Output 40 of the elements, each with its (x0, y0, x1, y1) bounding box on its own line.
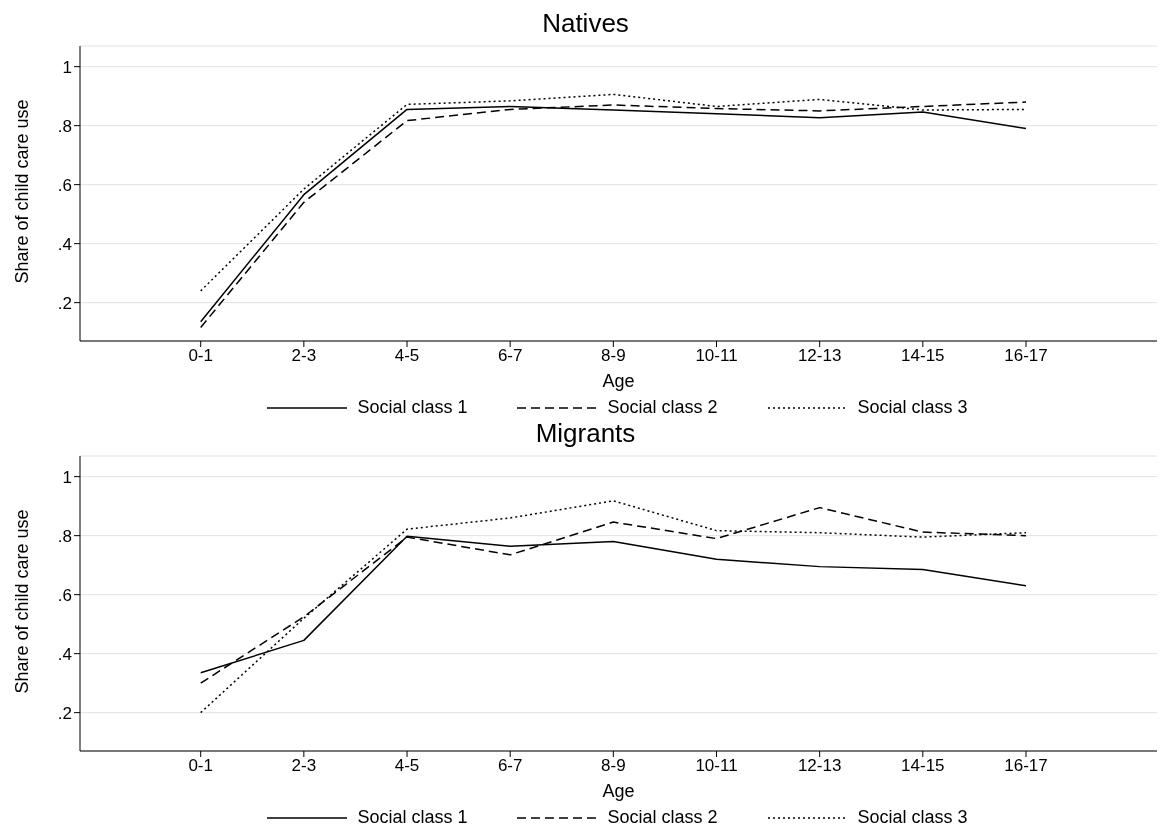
y-tick-label: .8 (57, 526, 72, 546)
x-tick-label: 8-9 (601, 756, 626, 776)
y-tick-label: .4 (57, 644, 72, 664)
y-tick-label: .8 (57, 116, 72, 136)
x-tick-label: 16-17 (1004, 346, 1048, 366)
x-tick-label: 10-11 (695, 346, 738, 366)
x-tick-label: 14-15 (901, 756, 945, 776)
x-tick-label: 6-7 (497, 346, 523, 366)
x-tick-label: 8-9 (601, 346, 626, 366)
y-axis-title: Share of child care use (12, 99, 33, 284)
legend-label: Social class 2 (607, 807, 718, 828)
x-tick-label: 2-3 (291, 346, 317, 366)
x-axis-title: Age (602, 371, 635, 391)
legend-label: Social class 3 (857, 397, 968, 418)
x-tick-label: 12-13 (797, 346, 842, 366)
chart-title: Migrants (534, 418, 637, 450)
x-tick-label: 14-15 (901, 346, 945, 366)
y-tick-label: .2 (57, 293, 72, 313)
y-tick-label: 1 (62, 57, 72, 77)
x-tick-label: 0-1 (188, 346, 213, 366)
chart-title: Natives (541, 8, 630, 40)
y-tick-label: .6 (57, 585, 72, 605)
y-axis-title: Share of child care use (12, 509, 33, 694)
x-axis-title: Age (602, 781, 635, 801)
legend-label: Social class 3 (857, 807, 968, 828)
x-tick-label: 10-11 (695, 756, 738, 776)
x-tick-label: 2-3 (291, 756, 317, 776)
legend-label: Social class 2 (607, 397, 718, 418)
legend-label: Social class 1 (357, 807, 468, 828)
x-tick-label: 12-13 (797, 756, 842, 776)
x-tick-label: 6-7 (497, 756, 523, 776)
x-tick-label: 0-1 (188, 756, 213, 776)
x-tick-label: 4-5 (394, 756, 420, 776)
legend-label: Social class 1 (357, 397, 468, 418)
x-tick-label: 4-5 (394, 346, 420, 366)
y-tick-label: 1 (62, 467, 72, 487)
y-tick-label: .6 (57, 175, 72, 195)
x-tick-label: 16-17 (1004, 756, 1048, 776)
y-tick-label: .4 (57, 234, 72, 254)
y-tick-label: .2 (57, 703, 72, 723)
